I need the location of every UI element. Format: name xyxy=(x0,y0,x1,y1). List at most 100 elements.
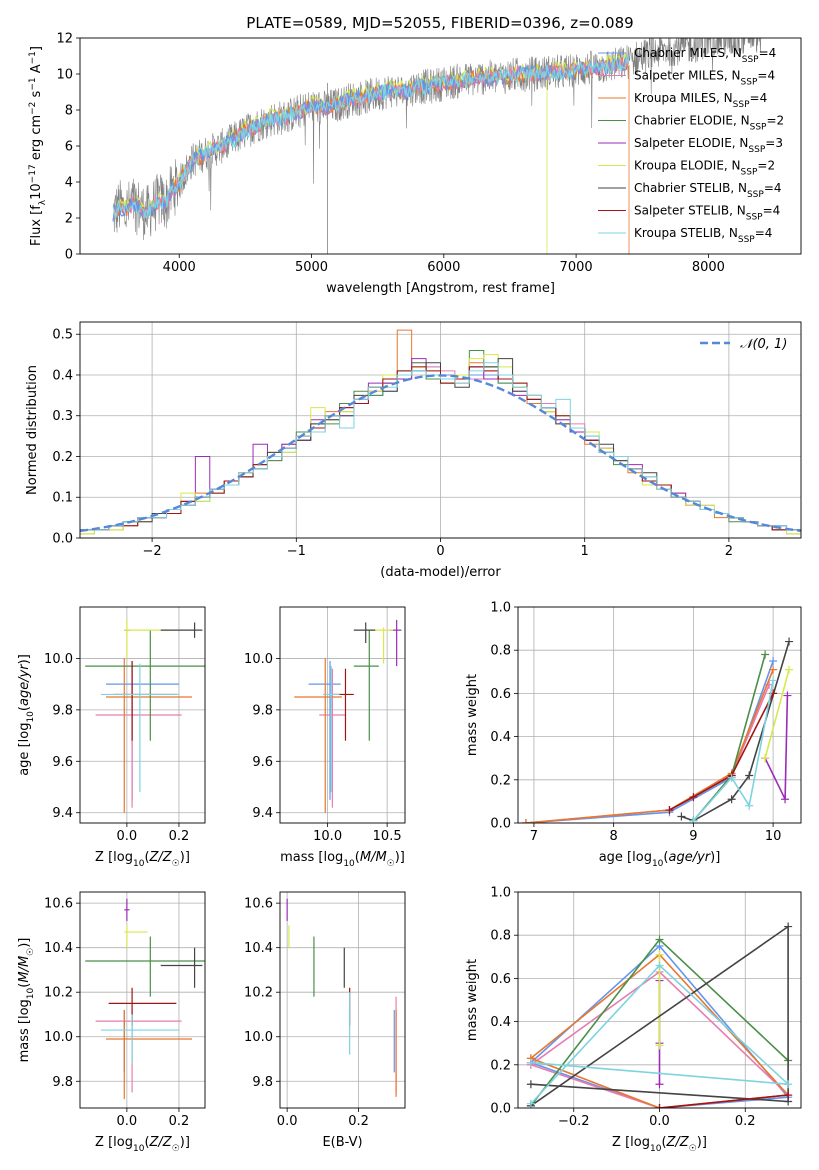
point-marker-salpeter_stelib xyxy=(784,1091,793,1100)
y-tick-label: 0 xyxy=(65,248,73,263)
y-tick-label: 9.4 xyxy=(252,806,273,821)
series-line-kroupa_miles xyxy=(525,669,774,823)
axes-frame xyxy=(79,606,206,824)
y-tick-label: 10.2 xyxy=(244,986,273,1001)
x-tick-label: 7000 xyxy=(560,260,593,275)
x-tick-label: 2 xyxy=(725,544,733,559)
point-marker-chabrier_stelib xyxy=(526,1080,535,1089)
x-tick-label: 10.0 xyxy=(313,829,342,844)
y-tick-label: 9.8 xyxy=(52,1075,73,1090)
y-tick-label: 10.6 xyxy=(44,897,73,912)
point-marker-kroupa_elodie xyxy=(761,754,770,763)
y-tick-label: 0.1 xyxy=(52,491,73,506)
point-marker-chabrier_elodie xyxy=(761,650,770,659)
x-tick-label: 9 xyxy=(689,829,697,844)
y-axis-label: Normed distribution xyxy=(25,365,40,495)
legend-label: Salpeter ELODIE, NSSP=3 xyxy=(634,136,783,155)
x-tick-label: 0.2 xyxy=(169,1114,190,1129)
x-tick-label: 7 xyxy=(530,829,538,844)
y-tick-label: 0.4 xyxy=(490,730,511,745)
x-tick-label: 10 xyxy=(765,829,782,844)
y-tick-label: 0.5 xyxy=(52,328,73,343)
x-tick-label: 10.5 xyxy=(373,829,402,844)
x-tick-label: 6000 xyxy=(427,260,460,275)
y-tick-label: 0.2 xyxy=(52,450,73,465)
series-line-kroupa_stelib xyxy=(530,964,791,1105)
plot-area xyxy=(286,898,397,1097)
point-marker-kroupa_stelib xyxy=(526,1058,535,1067)
series-line-chabrier_miles xyxy=(525,660,774,823)
y-tick-label: 10.0 xyxy=(44,1030,73,1045)
y-tick-label: 1.0 xyxy=(490,886,511,901)
y-tick-label: 0.6 xyxy=(490,687,511,702)
panel-spectrum: 4000 5000 6000 7000 8000 0 2 4 6 8 10 12 Chabrier MI… xyxy=(28,32,802,296)
normal-curve xyxy=(80,374,801,533)
figure-title: PLATE=0589, MJD=52055, FIBERID=0396, z=0… xyxy=(246,14,633,32)
y-tick-label: 6 xyxy=(65,140,73,155)
spectrum-model-kroupa_stelib xyxy=(112,55,630,220)
y-tick-label: 10.0 xyxy=(44,652,73,667)
y-tick-label: 9.8 xyxy=(252,703,273,718)
axes-frame xyxy=(517,606,802,824)
point-marker-chabrier_stelib xyxy=(727,795,736,804)
axes-frame xyxy=(517,891,802,1109)
spectrum-model-chabrier_miles xyxy=(112,56,629,222)
y-axis-label: mass weight xyxy=(465,674,480,756)
point-marker-kroupa_elodie xyxy=(785,665,794,674)
x-tick-label: 0.2 xyxy=(735,1114,756,1129)
y-tick-label: 0.6 xyxy=(490,972,511,987)
point-marker-kroupa_stelib xyxy=(784,1080,793,1089)
series-line-salpeter_stelib xyxy=(669,693,774,811)
y-axis-label: age [log10(age/yr)] xyxy=(17,654,36,776)
x-tick-label: 8000 xyxy=(692,260,725,275)
y-tick-label: 0.8 xyxy=(490,929,511,944)
y-tick-label: 0.4 xyxy=(52,368,73,383)
plot-area xyxy=(80,329,801,535)
x-axis-label: Z [log10(Z/Z☉)] xyxy=(612,1135,707,1154)
y-tick-label: 9.8 xyxy=(52,703,73,718)
panel-massweight_vs_age: 7 8 9 10 0.0 0.2 0.4 0.6 0.8 1.0 age [log10(age/yr… xyxy=(465,601,802,869)
legend-label: Kroupa STELIB, NSSP=4 xyxy=(634,226,772,245)
y-axis-label: mass [log10(M/M☉)] xyxy=(17,938,36,1063)
series-line-salpeter_miles xyxy=(525,684,770,823)
plot-area xyxy=(521,637,794,823)
panel-massweight_vs_z: −0.2 0.0 0.2 0.0 0.2 0.4 0.6 0.8 1.0 Z [log10(Z/Z… xyxy=(465,886,802,1154)
y-axis-label: mass weight xyxy=(465,959,480,1041)
y-tick-label: 10.0 xyxy=(244,1030,273,1045)
legend-label: Chabrier STELIB, NSSP=4 xyxy=(634,181,782,200)
y-tick-label: 0.0 xyxy=(490,817,511,832)
series-line-salpeter_stelib xyxy=(659,1094,789,1108)
legend-label: Kroupa ELODIE, NSSP=2 xyxy=(634,159,775,178)
y-tick-label: 8 xyxy=(65,104,73,119)
spectrum-model-salpeter_miles xyxy=(112,58,630,221)
point-marker-salpeter_elodie xyxy=(781,795,790,804)
x-axis-label: age [log10(age/yr)] xyxy=(599,850,721,869)
y-tick-label: 9.8 xyxy=(252,1075,273,1090)
y-tick-label: 0.8 xyxy=(490,644,511,659)
x-tick-label: 1 xyxy=(581,544,589,559)
point-marker-chabrier_stelib xyxy=(785,637,794,646)
y-tick-label: 2 xyxy=(65,212,73,227)
x-tick-label: 0.0 xyxy=(117,829,138,844)
x-tick-label: 0 xyxy=(436,544,444,559)
y-tick-label: 10.4 xyxy=(244,941,273,956)
x-tick-label: −1 xyxy=(287,544,306,559)
point-marker-chabrier_stelib xyxy=(784,922,793,931)
point-marker-salpeter_stelib xyxy=(665,806,674,815)
x-tick-label: 0.0 xyxy=(277,1114,298,1129)
series-line-chabrier_elodie xyxy=(692,654,766,822)
y-tick-label: 0.3 xyxy=(52,409,73,424)
y-tick-label: 0.4 xyxy=(490,1015,511,1030)
axes-frame xyxy=(279,891,406,1109)
point-marker-kroupa_miles xyxy=(521,819,530,823)
x-tick-label: 0.2 xyxy=(348,1114,369,1129)
series-line-chabrier_stelib xyxy=(530,925,789,1107)
axes-frame xyxy=(79,321,802,539)
plot-area xyxy=(294,619,402,813)
y-tick-label: 0.2 xyxy=(490,1058,511,1073)
y-tick-label: 10.2 xyxy=(44,986,73,1001)
x-tick-label: 5000 xyxy=(295,260,328,275)
plot-area xyxy=(112,38,762,254)
legend-label: Salpeter MILES, NSSP=4 xyxy=(634,69,775,88)
x-axis-label: Z [log10(Z/Z☉)] xyxy=(95,850,190,869)
